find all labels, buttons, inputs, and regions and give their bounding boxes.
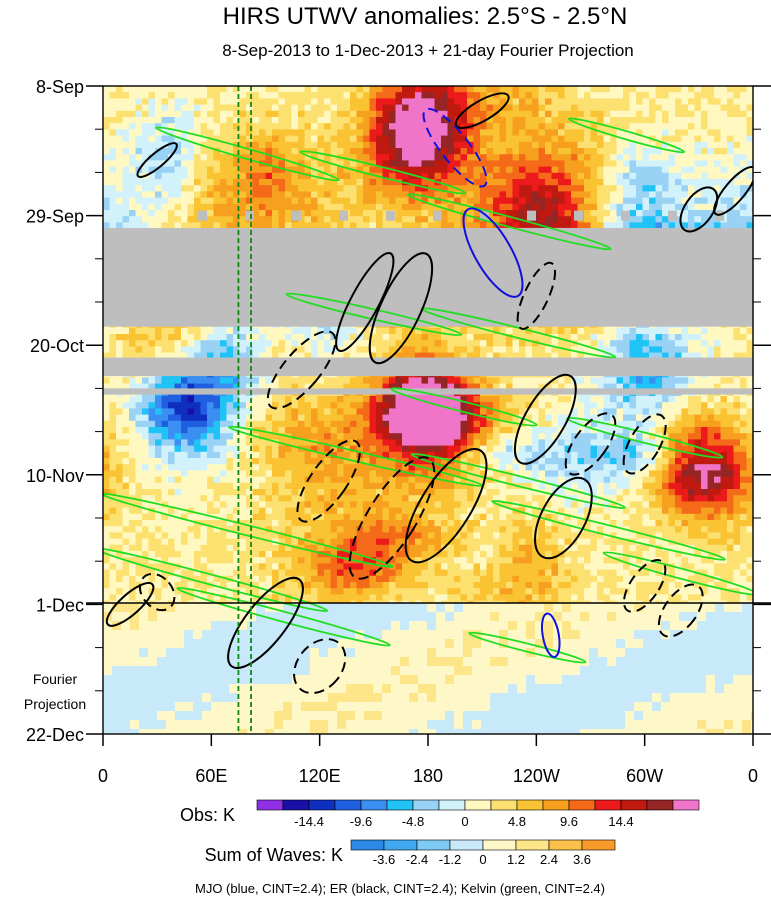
- missing-cell: [621, 211, 630, 221]
- obs-colorbar-tick: 14.4: [608, 814, 633, 829]
- footer-note: MJO (blue, CINT=2.4); ER (black, CINT=2.…: [195, 881, 605, 896]
- waves-colorbar: Sum of Waves: K -3.6 -2.4 -1.2 0 1.2 2.4 3.6: [205, 840, 615, 867]
- obs-colorbar-swatch: [361, 800, 387, 810]
- obs-colorbar-swatch: [309, 800, 335, 810]
- y-tick-label: 8-Sep: [36, 77, 84, 97]
- obs-colorbar-swatch: [413, 800, 439, 810]
- x-tick-label: 120E: [299, 766, 341, 786]
- chart-title: HIRS UTWV anomalies: 2.5°S - 2.5°N: [223, 3, 628, 30]
- waves-colorbar-swatch: [483, 840, 516, 850]
- waves-colorbar-swatch: [582, 840, 615, 850]
- missing-cell: [574, 211, 583, 221]
- x-tick-label: 60W: [626, 766, 663, 786]
- x-axis: 0 60E 120E 180 120W 60W 0: [98, 734, 758, 786]
- obs-colorbar-swatch: [647, 800, 673, 810]
- y-tick-label: 22-Dec: [26, 725, 84, 745]
- obs-colorbar-swatch: [517, 800, 543, 810]
- missing-data-bands: [103, 211, 771, 395]
- waves-colorbar-label: Sum of Waves: K: [205, 845, 343, 865]
- waves-colorbar-tick: 3.6: [573, 852, 591, 867]
- obs-colorbar-swatch: [595, 800, 621, 810]
- obs-colorbar-tick: 9.6: [560, 814, 578, 829]
- obs-colorbar-label: Obs: K: [180, 805, 235, 825]
- waves-colorbar-tick: 0: [479, 852, 486, 867]
- obs-colorbar-swatch: [283, 800, 309, 810]
- waves-colorbar-swatch: [516, 840, 549, 850]
- missing-cell: [433, 211, 442, 221]
- x-tick-label: 60E: [195, 766, 227, 786]
- y-tick-label: 1-Dec: [36, 595, 84, 615]
- x-tick-label: 0: [98, 766, 108, 786]
- obs-colorbar-swatch: [257, 800, 283, 810]
- waves-colorbar-swatch: [417, 840, 450, 850]
- missing-cell: [668, 211, 677, 221]
- x-tick-label: 0: [748, 766, 758, 786]
- obs-colorbar: Obs: K -14.4 -9.6 -4.8 0 4.8 9.6 14.4: [180, 800, 699, 829]
- obs-colorbar-swatch: [335, 800, 361, 810]
- obs-colorbar-tick: 4.8: [508, 814, 526, 829]
- y-tick-label: 20-Oct: [30, 336, 84, 356]
- missing-cell: [339, 211, 348, 221]
- x-tick-label: 180: [413, 766, 443, 786]
- obs-colorbar-tick: -14.4: [294, 814, 324, 829]
- obs-colorbar-tick: -9.6: [350, 814, 372, 829]
- projection-label-line2: Projection: [24, 696, 86, 712]
- waves-colorbar-tick: 2.4: [540, 852, 558, 867]
- obs-colorbar-swatch: [465, 800, 491, 810]
- waves-colorbar-swatch: [450, 840, 483, 850]
- anomaly-field: [103, 86, 761, 739]
- projection-label-line1: Fourier: [33, 671, 78, 687]
- x-tick-label: 120W: [513, 766, 560, 786]
- waves-colorbar-tick: -3.6: [373, 852, 395, 867]
- waves-colorbar-tick: -2.4: [406, 852, 428, 867]
- obs-colorbar-tick: 0: [461, 814, 468, 829]
- obs-colorbar-swatch: [491, 800, 517, 810]
- missing-cell: [198, 211, 207, 221]
- missing-band-1: [103, 358, 753, 377]
- obs-colorbar-swatch: [439, 800, 465, 810]
- waves-colorbar-swatch: [384, 840, 417, 850]
- y-tick-label: 29-Sep: [26, 207, 84, 227]
- waves-colorbar-tick: -1.2: [439, 852, 461, 867]
- waves-colorbar-swatch: [549, 840, 582, 850]
- obs-colorbar-swatch: [387, 800, 413, 810]
- missing-cell: [292, 211, 301, 221]
- obs-colorbar-swatch: [569, 800, 595, 810]
- missing-cell: [386, 211, 395, 221]
- chart-subtitle: 8-Sep-2013 to 1-Dec-2013 + 21-day Fourie…: [222, 41, 634, 60]
- missing-cell: [245, 211, 254, 221]
- waves-colorbar-swatch: [351, 840, 384, 850]
- obs-colorbar-swatch: [673, 800, 699, 810]
- obs-colorbar-swatch: [621, 800, 647, 810]
- y-tick-label: 10-Nov: [26, 466, 84, 486]
- waves-colorbar-tick: 1.2: [507, 852, 525, 867]
- obs-colorbar-tick: -4.8: [402, 814, 424, 829]
- missing-cell: [527, 211, 536, 221]
- obs-colorbar-swatch: [543, 800, 569, 810]
